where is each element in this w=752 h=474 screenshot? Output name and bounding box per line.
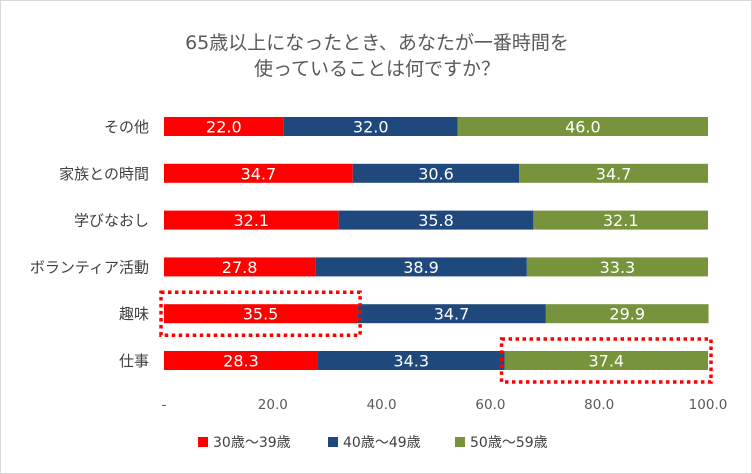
highlight-box bbox=[499, 337, 713, 384]
x-tick-label: 100.0 bbox=[689, 397, 728, 413]
x-tick-label: - bbox=[162, 397, 167, 413]
data-label: 30.6 bbox=[418, 164, 454, 183]
category-label: その他 bbox=[104, 118, 149, 136]
bar-segment bbox=[533, 210, 708, 230]
data-label: 34.7 bbox=[241, 164, 277, 183]
highlight-box bbox=[159, 290, 362, 337]
data-label: 34.7 bbox=[434, 305, 470, 324]
data-label: 46.0 bbox=[565, 118, 601, 137]
chart-title-line: 65歳以上になったとき、あなたが一番時間を bbox=[185, 32, 569, 54]
data-label: 28.3 bbox=[223, 352, 259, 371]
bar-segment bbox=[164, 163, 353, 183]
bar-segment bbox=[457, 117, 708, 136]
bar-segment bbox=[545, 304, 709, 324]
data-label: 34.3 bbox=[393, 352, 429, 371]
data-label: 34.7 bbox=[596, 164, 632, 183]
legend-swatch bbox=[198, 437, 208, 447]
data-label: 29.9 bbox=[609, 305, 645, 324]
category-label: 学びなおし bbox=[74, 212, 149, 230]
data-label: 35.5 bbox=[243, 305, 279, 324]
category-label: ボランティア活動 bbox=[30, 258, 149, 276]
legend-swatch bbox=[328, 437, 338, 447]
category-label: 仕事 bbox=[119, 352, 149, 370]
x-tick-label: 80.0 bbox=[584, 397, 614, 413]
data-label: 22.0 bbox=[206, 118, 242, 137]
x-tick-label: 20.0 bbox=[258, 397, 288, 413]
data-label: 38.9 bbox=[403, 258, 439, 277]
legend-label: 50歳～59歳 bbox=[470, 435, 548, 451]
bar-segment bbox=[164, 117, 284, 136]
bar-segment bbox=[164, 351, 318, 370]
legend-swatch bbox=[455, 437, 465, 447]
bar-segment bbox=[504, 351, 708, 370]
data-label: 37.4 bbox=[588, 352, 624, 371]
data-label: 33.3 bbox=[600, 258, 636, 277]
bar-segment bbox=[526, 257, 708, 277]
data-label: 32.1 bbox=[233, 211, 269, 230]
x-tick-label: 40.0 bbox=[367, 397, 397, 413]
data-label: 32.0 bbox=[353, 118, 389, 137]
bar-segment bbox=[357, 304, 546, 324]
category-label: 家族との時間 bbox=[59, 165, 149, 183]
bar-segment bbox=[519, 163, 708, 183]
bar-segment bbox=[352, 163, 520, 183]
bar-segment bbox=[283, 117, 458, 136]
legend-label: 40歳～49歳 bbox=[343, 435, 421, 451]
bar-segment bbox=[315, 257, 527, 277]
data-label: 32.1 bbox=[603, 211, 639, 230]
bar-segment bbox=[164, 257, 316, 277]
data-label: 35.8 bbox=[418, 211, 454, 230]
bar-segment bbox=[317, 351, 505, 370]
chart-title-line: 使っていることは何ですか？ bbox=[254, 58, 500, 80]
bar-segment bbox=[164, 210, 339, 230]
data-label: 27.8 bbox=[222, 258, 258, 277]
x-tick-label: 60.0 bbox=[475, 397, 505, 413]
legend-label: 30歳～39歳 bbox=[213, 435, 291, 451]
bar-segment bbox=[164, 304, 358, 324]
category-label: 趣味 bbox=[119, 305, 149, 323]
bar-segment bbox=[338, 210, 534, 230]
